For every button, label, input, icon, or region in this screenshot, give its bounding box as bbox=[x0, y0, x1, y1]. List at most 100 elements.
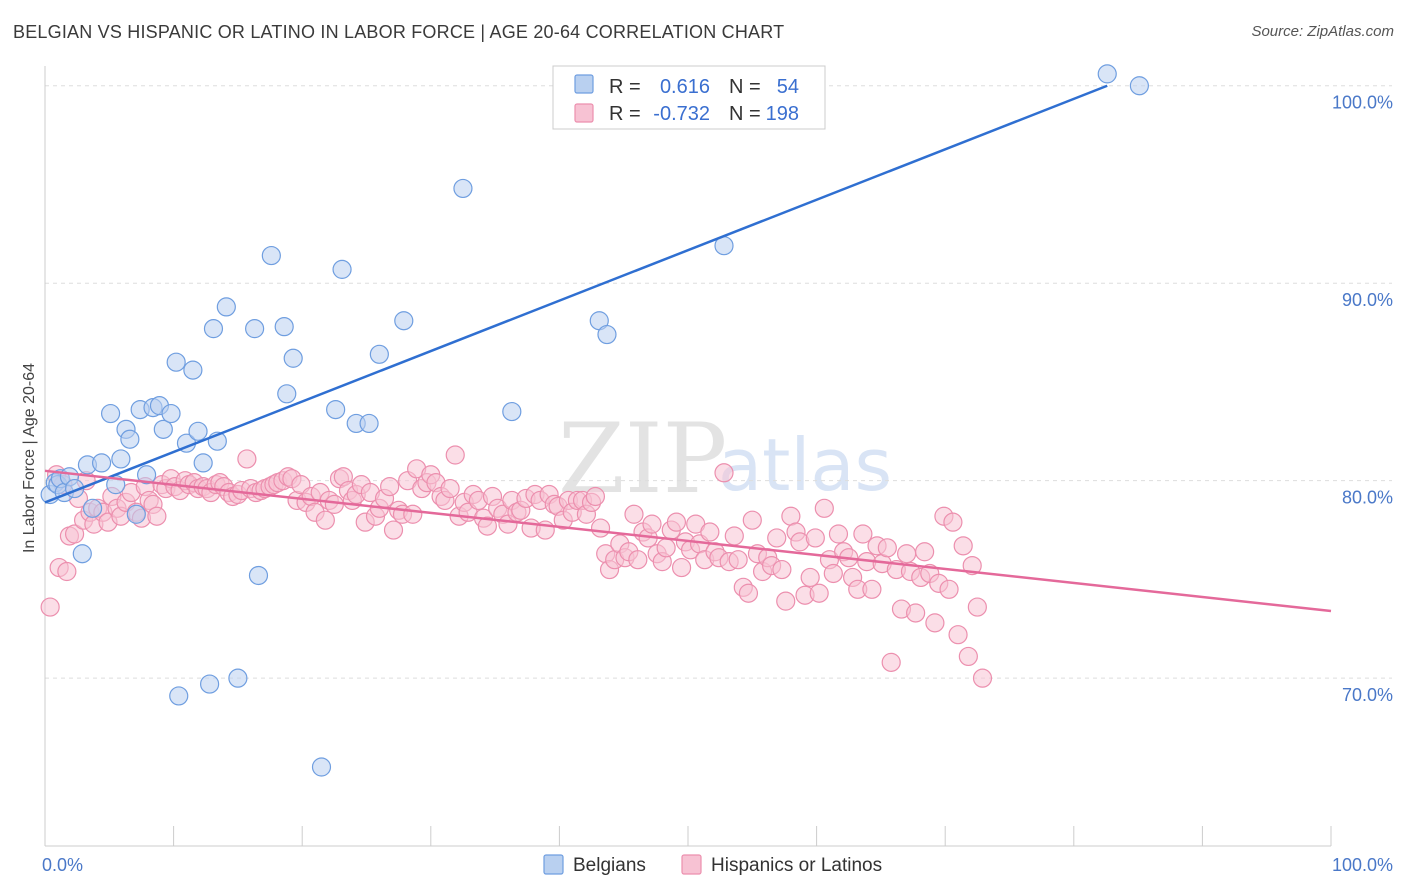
hispanic-point-120 bbox=[585, 486, 606, 507]
hispanic-point-4 bbox=[57, 561, 77, 582]
belgian-point-29 bbox=[200, 674, 220, 694]
y-tick-labels: 100.0% 90.0% 80.0% 70.0% bbox=[1332, 93, 1393, 705]
hispanic-point-77 bbox=[383, 520, 404, 540]
hispanic-point-81 bbox=[403, 504, 423, 524]
legend-swatch-belgians bbox=[574, 74, 594, 94]
belgian-point-22 bbox=[161, 403, 181, 424]
trend-lines bbox=[44, 84, 1332, 613]
belgian-point-53 bbox=[1129, 76, 1149, 96]
hispanic-point-178 bbox=[862, 579, 882, 599]
belgian-point-40 bbox=[311, 757, 332, 777]
hispanic-point-25 bbox=[147, 506, 167, 526]
hispanic-point-182 bbox=[881, 652, 901, 672]
hispanic-point-196 bbox=[948, 625, 968, 645]
belgian-point-30 bbox=[203, 319, 224, 339]
hispanic-point-181 bbox=[877, 538, 897, 558]
belgian-points bbox=[40, 64, 1149, 777]
belgian-point-41 bbox=[326, 399, 346, 420]
series-legend-label-belgians: Belgians bbox=[573, 855, 646, 876]
source-credit: Source: ZipAtlas.com bbox=[1251, 23, 1394, 40]
hispanic-point-187 bbox=[906, 603, 926, 623]
hispanic-point-165 bbox=[800, 567, 820, 588]
hispanic-point-6 bbox=[64, 524, 85, 544]
axes bbox=[44, 66, 1332, 847]
hispanic-point-197 bbox=[953, 536, 973, 556]
hispanic-point-137 bbox=[666, 512, 687, 532]
hispanic-point-45 bbox=[237, 449, 257, 469]
belgian-point-15 bbox=[120, 429, 140, 449]
hispanic-points bbox=[40, 445, 993, 688]
y-tick-label-3: 70.0% bbox=[1342, 685, 1393, 705]
hispanic-point-138 bbox=[671, 557, 692, 578]
belgian-point-47 bbox=[453, 178, 473, 199]
hispanic-point-135 bbox=[656, 538, 676, 558]
series-legend-label-hispanics: Hispanics or Latinos bbox=[711, 855, 882, 876]
watermark-atlas: atlas bbox=[718, 423, 892, 507]
hispanic-point-176 bbox=[853, 524, 873, 544]
hispanic-point-167 bbox=[809, 583, 829, 603]
belgian-point-39 bbox=[283, 348, 303, 368]
belgian-point-45 bbox=[369, 344, 389, 364]
belgian-point-27 bbox=[188, 421, 208, 441]
belgian-point-38 bbox=[277, 384, 297, 404]
stats-legend: R = 0.616 N = 54 R = -0.732 N = 198 bbox=[552, 65, 826, 130]
y-tick-label-0: 100.0% bbox=[1332, 93, 1393, 113]
hispanic-point-147 bbox=[714, 463, 734, 483]
hispanic-point-159 bbox=[772, 559, 792, 580]
grid-lines bbox=[45, 85, 1392, 679]
series-legend-swatch-belgians bbox=[543, 854, 564, 875]
x-tick-labels: 0.0% 100.0% bbox=[42, 855, 1393, 875]
belgian-point-18 bbox=[136, 465, 157, 485]
legend-r-label-0: R = bbox=[609, 76, 641, 98]
belgian-point-32 bbox=[216, 297, 236, 317]
y-tick-label-2: 80.0% bbox=[1342, 488, 1393, 508]
hispanic-point-170 bbox=[823, 563, 843, 584]
hispanic-point-199 bbox=[962, 555, 982, 576]
belgian-point-50 bbox=[597, 324, 617, 345]
hispanic-point-153 bbox=[742, 510, 762, 530]
hispanic-point-129 bbox=[628, 550, 648, 570]
hispanic-point-158 bbox=[767, 528, 787, 548]
series-legend: Belgians Hispanics or Latinos bbox=[543, 854, 882, 876]
hispanic-point-160 bbox=[776, 591, 796, 611]
chart-title: BELGIAN VS HISPANIC OR LATINO IN LABOR F… bbox=[13, 22, 785, 42]
series-legend-swatch-hispanics bbox=[681, 854, 702, 875]
stats-legend-box bbox=[552, 65, 826, 130]
hispanic-point-168 bbox=[814, 498, 834, 518]
hispanic-point-195 bbox=[943, 512, 963, 532]
belgian-point-52 bbox=[1097, 64, 1117, 84]
x-tick-label-0: 0.0% bbox=[42, 855, 83, 875]
legend-r-label-1: R = bbox=[609, 103, 641, 125]
hispanic-point-89 bbox=[440, 478, 460, 499]
belgian-point-24 bbox=[169, 686, 189, 706]
y-tick-label-1: 90.0% bbox=[1342, 290, 1393, 310]
hispanic-point-90 bbox=[445, 445, 465, 465]
belgian-point-48 bbox=[502, 401, 522, 422]
belgian-point-26 bbox=[183, 360, 203, 380]
legend-n-label-0: N = bbox=[729, 76, 761, 98]
hispanic-point-0 bbox=[40, 597, 60, 617]
belgian-point-16 bbox=[126, 504, 146, 524]
hispanic-point-189 bbox=[915, 542, 935, 562]
hispanic-trend-line bbox=[44, 469, 1332, 613]
legend-n-label-1: N = bbox=[729, 103, 761, 125]
hispanic-point-64 bbox=[324, 494, 344, 514]
legend-n-value-0: 54 bbox=[777, 76, 799, 98]
hispanic-point-200 bbox=[967, 597, 987, 617]
legend-r-value-0: 0.616 bbox=[660, 76, 710, 98]
belgian-point-33 bbox=[228, 668, 248, 688]
belgian-point-35 bbox=[248, 565, 269, 586]
belgian-point-13 bbox=[111, 449, 131, 469]
belgian-point-46 bbox=[394, 311, 414, 331]
y-axis-label: In Labor Force | Age 20-64 bbox=[21, 363, 38, 553]
hispanic-point-121 bbox=[590, 518, 611, 538]
hispanic-point-76 bbox=[380, 477, 400, 497]
hispanic-point-152 bbox=[738, 583, 759, 603]
belgian-point-11 bbox=[100, 403, 121, 424]
hispanic-point-149 bbox=[724, 526, 744, 546]
hispanic-point-198 bbox=[958, 646, 978, 667]
hispanic-point-194 bbox=[939, 579, 959, 599]
hispanic-point-191 bbox=[925, 613, 945, 633]
legend-n-value-1: 198 bbox=[766, 103, 799, 125]
hispanic-point-166 bbox=[805, 528, 825, 548]
